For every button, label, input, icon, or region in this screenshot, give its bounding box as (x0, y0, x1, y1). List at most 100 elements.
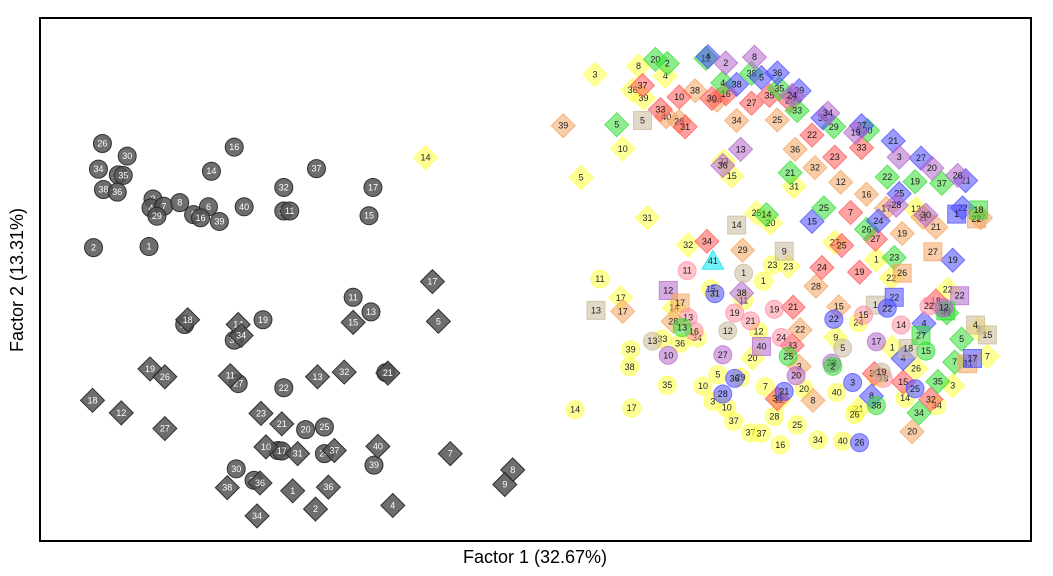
point-diamond-green: 34 (906, 400, 932, 426)
marker-square (963, 348, 983, 368)
point-label: 2 (665, 59, 670, 69)
point-circle-yellow: 34 (808, 430, 828, 450)
marker-diamond (764, 60, 791, 86)
marker-diamond (269, 411, 295, 437)
marker-circle (845, 404, 865, 424)
point-label: 36 (323, 482, 333, 492)
point-diamond-red: 10 (666, 84, 692, 110)
point-circle-blue: 26 (850, 433, 870, 453)
point-label: 1 (890, 342, 895, 352)
marker-circle (84, 238, 104, 258)
point-label: 5 (715, 370, 720, 380)
point-label: 18 (903, 344, 913, 354)
point-label: 8 (177, 198, 182, 208)
point-label: 32 (926, 394, 936, 404)
marker-circle (770, 435, 790, 455)
marker-circle (751, 423, 771, 443)
point-label: 1 (761, 276, 766, 286)
marker-diamond (550, 113, 576, 139)
marker-circle (713, 384, 733, 404)
marker-circle (88, 159, 108, 179)
point-circle-tan: 5 (833, 338, 853, 358)
point-label: 40 (832, 387, 842, 397)
point-circle-gray: 25 (314, 417, 334, 437)
marker-square (947, 204, 967, 224)
point-diamond-purple: 28 (883, 192, 909, 218)
marker-circle (854, 305, 874, 325)
point-diamond-gray: 36 (247, 470, 273, 496)
point-label: 5 (614, 120, 619, 130)
marker-diamond (321, 437, 348, 464)
point-circle-yellow: 25 (787, 415, 807, 435)
point-diamond-orange: 16 (853, 181, 880, 207)
point-label: 4 (390, 500, 395, 510)
marker-circle (866, 396, 886, 416)
point-diamond-blue: 4 (695, 43, 721, 70)
point-label: 17 (675, 298, 685, 308)
marker-diamond (694, 228, 720, 255)
marker-square (923, 242, 943, 262)
point-diamond-orange: 34 (723, 107, 750, 134)
marker-diamond (837, 199, 864, 226)
point-label: 13 (911, 204, 921, 214)
point-label: 35 (662, 380, 672, 390)
point-label: 12 (939, 303, 949, 313)
point-label: 7 (952, 357, 957, 367)
point-label: 24 (873, 216, 883, 226)
point-label: 10 (261, 442, 271, 452)
point-label: 26 (897, 268, 907, 278)
point-circle-yellow: 28 (764, 407, 784, 427)
marker-circle (364, 455, 384, 475)
point-label: 27 (747, 98, 757, 108)
point-diamond-purple: 36 (710, 152, 736, 179)
point-label: 28 (811, 281, 821, 291)
point-label: 39 (626, 345, 636, 355)
marker-diamond (741, 44, 768, 70)
point-square-blue: 1 (947, 204, 967, 224)
marker-circle (642, 331, 662, 351)
marker-circle (620, 357, 640, 377)
point-circle-tan: 12 (718, 321, 738, 341)
point-circle-gray: 1 (139, 237, 159, 257)
marker-diamond (248, 400, 274, 427)
point-circle-gray: 11 (343, 287, 363, 307)
point-circle-pink: 11 (677, 261, 697, 281)
x-axis-label: Factor 1 (32.67%) (463, 547, 607, 567)
point-circle-pink: 14 (891, 315, 911, 335)
marker-diamond (380, 492, 406, 519)
point-circle-yellow: 35 (657, 375, 677, 395)
marker-diamond (828, 169, 854, 195)
point-square-tan: 4 (966, 315, 986, 335)
marker-diamond (918, 386, 944, 412)
marker-diamond (800, 387, 826, 414)
point-label: 19 (730, 308, 740, 318)
point-label: 20 (927, 163, 937, 173)
marker-diamond (728, 280, 755, 306)
marker-circle (363, 177, 383, 197)
point-circle-gray: 16 (224, 137, 244, 157)
point-label: 20 (301, 425, 311, 435)
point-label: 31 (710, 289, 720, 299)
point-diamond-purple: 8 (741, 44, 768, 70)
marker-circle (877, 298, 897, 318)
marker-circle (139, 237, 159, 257)
point-label: 40 (661, 112, 671, 122)
marker-diamond (284, 440, 311, 467)
point-label: 13 (591, 305, 601, 315)
point-label: 20 (791, 371, 801, 381)
point-diamond-yellow: 3 (582, 61, 608, 88)
point-label: 39 (214, 216, 224, 226)
marker-circle (718, 321, 738, 341)
point-circle-gray: 30 (117, 146, 137, 166)
point-diamond-red: 27 (738, 90, 765, 116)
marker-circle (786, 366, 806, 386)
point-circle-gray: 39 (209, 211, 229, 231)
marker-diamond (437, 440, 463, 467)
point-diamond-gray: 32 (331, 359, 357, 385)
marker-diamond (174, 307, 201, 333)
point-label: 22 (882, 303, 892, 313)
marker-square (950, 286, 970, 306)
point-label: 34 (252, 511, 262, 521)
point-label: 13 (736, 144, 746, 154)
point-label: 4 (148, 203, 153, 213)
